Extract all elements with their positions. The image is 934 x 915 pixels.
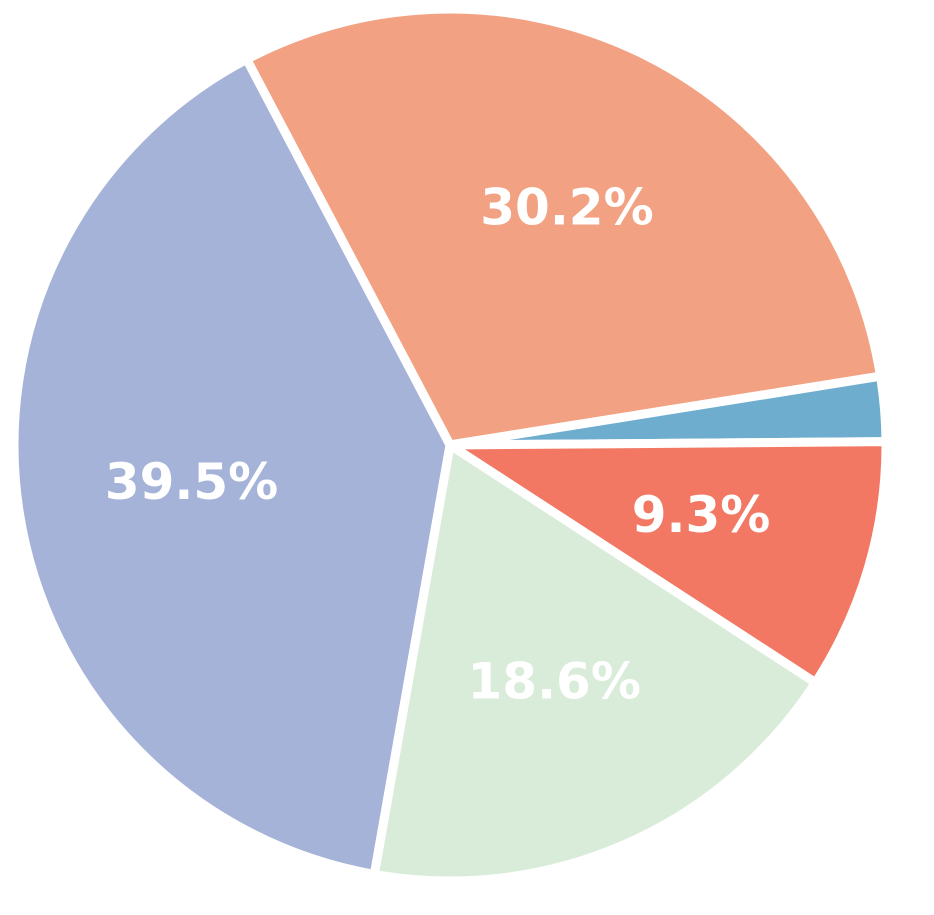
pie-slice [240, 4, 886, 450]
data-label: 30.2% [480, 179, 653, 237]
pie-slice [435, 437, 891, 689]
data-label: 39.5% [105, 453, 278, 511]
data-label: 18.6% [467, 652, 640, 710]
pie-slice [9, 53, 455, 880]
pie-slice [369, 437, 822, 886]
data-label: 9.3% [632, 486, 771, 544]
